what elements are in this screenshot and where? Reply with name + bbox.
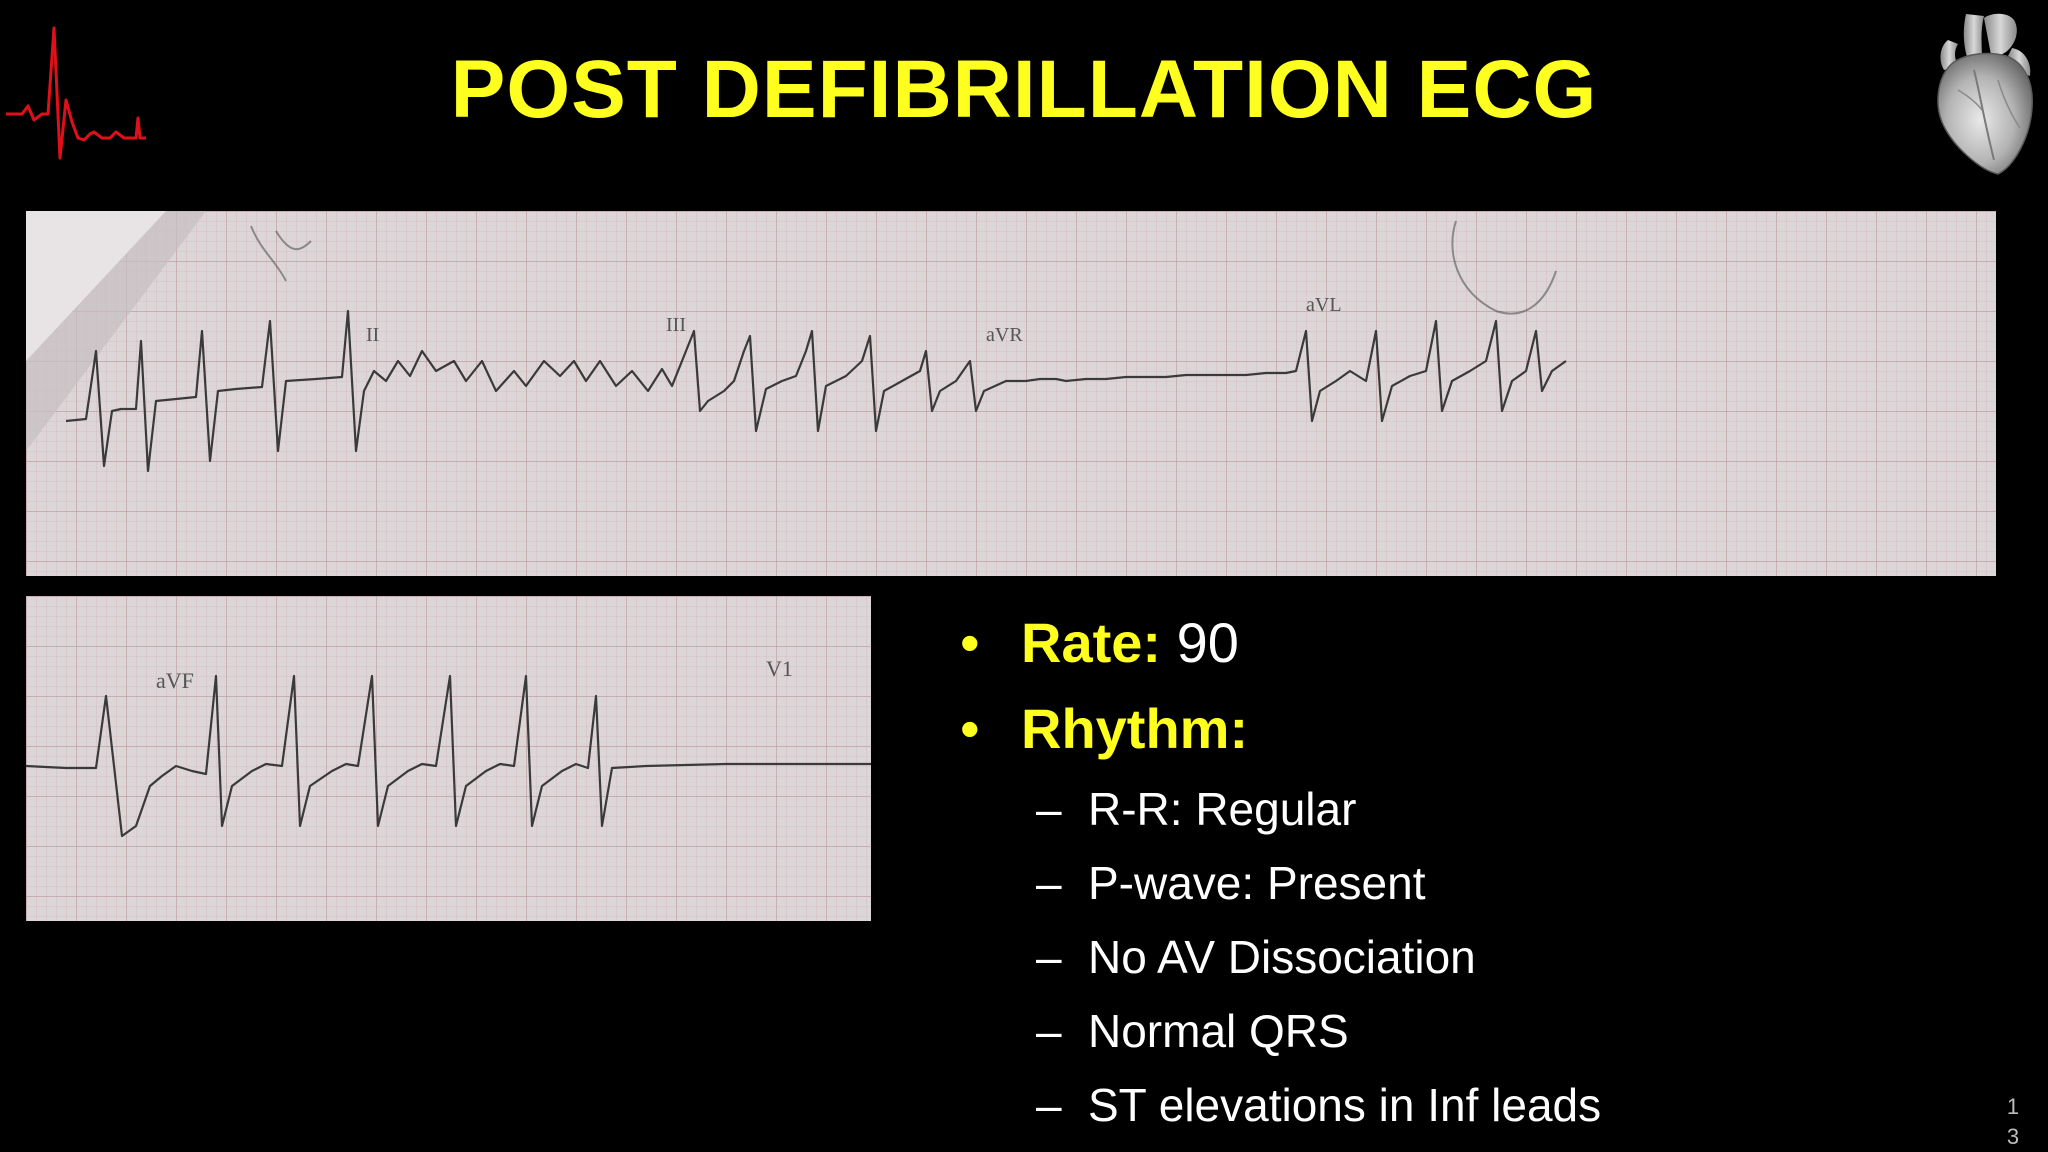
dash-icon: – [1036,857,1062,909]
dash-icon: – [1036,783,1062,835]
lead-label-avl: aVL [1306,294,1342,316]
sub-item-pwave: – P-wave: Present [960,846,1960,920]
findings-list: • Rate: 90 • Rhythm: – R-R: Regular – P-… [960,600,1960,1142]
dash-icon: – [1036,931,1062,983]
lead-label-v1: V1 [766,656,793,681]
slide-number: 13 [2006,1094,2020,1149]
lead-label-avf: aVF [156,668,194,693]
lead-label-avr: aVR [986,324,1023,346]
heartbeat-icon [6,26,146,160]
rate-value: 90 [1176,611,1239,674]
rate-label: Rate: [1021,611,1162,674]
sub-item-st: – ST elevations in Inf leads [960,1068,1960,1142]
sub-item-text: Normal QRS [1088,1005,1349,1057]
ecg-strip-avf-v1: aVF V1 [26,596,871,921]
bullet-dot-icon: • [960,697,980,760]
anatomical-heart-icon [1937,13,2033,175]
ecg-strip-12-lead: II III aVR aVL [26,211,1996,576]
sub-item-text: ST elevations in Inf leads [1088,1079,1602,1131]
sub-item-text: P-wave: Present [1088,857,1426,909]
lead-label-ii: II [366,324,379,346]
dash-icon: – [1036,1005,1062,1057]
bullet-dot-icon: • [960,611,980,674]
dash-icon: – [1036,1079,1062,1131]
sub-item-text: R-R: Regular [1088,783,1357,835]
sub-item-qrs: – Normal QRS [960,994,1960,1068]
lead-label-iii: III [666,314,686,336]
bullet-rate: • Rate: 90 [960,600,1960,686]
sub-item-text: No AV Dissociation [1088,931,1476,983]
sub-item-av: – No AV Dissociation [960,920,1960,994]
bullet-rhythm: • Rhythm: [960,686,1960,772]
rhythm-label: Rhythm: [1021,697,1249,760]
sub-item-rr: – R-R: Regular [960,772,1960,846]
slide-title: POST DEFIBRILLATION ECG [450,44,1598,135]
